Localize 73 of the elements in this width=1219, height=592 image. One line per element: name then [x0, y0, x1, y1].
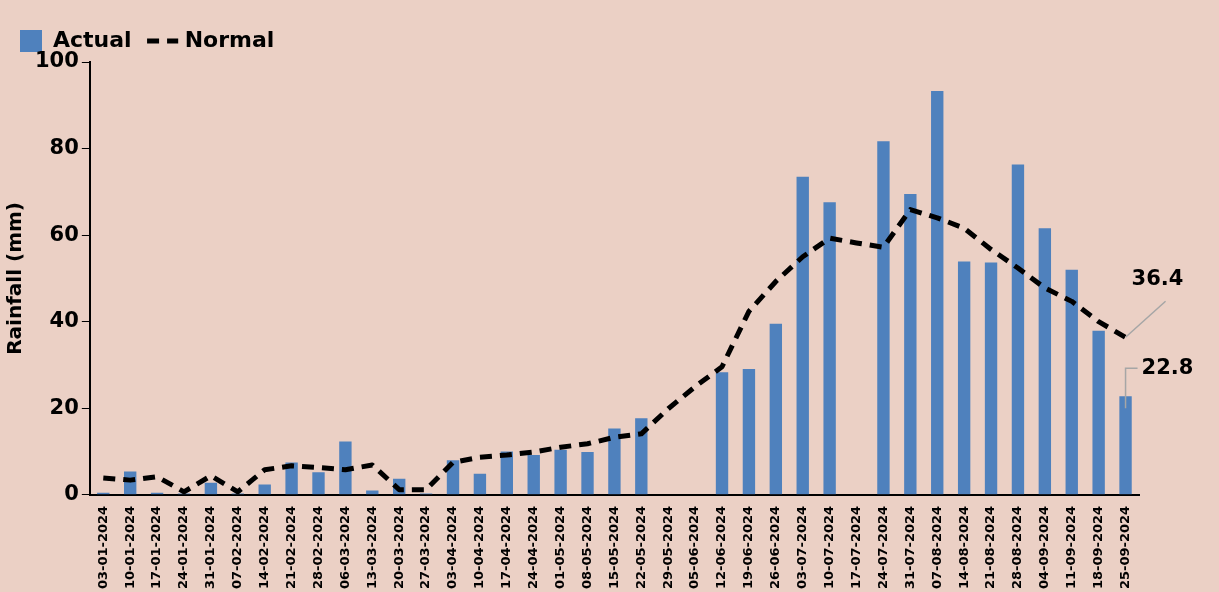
x-tick-label: 07-02-2024 — [229, 505, 245, 589]
bar — [1119, 396, 1132, 495]
x-tick-label: 14-08-2024 — [955, 505, 971, 589]
x-tick-label: 11-09-2024 — [1063, 505, 1079, 589]
bar — [339, 441, 352, 495]
x-tick-label: 15-05-2024 — [605, 505, 621, 589]
bar — [608, 428, 621, 495]
bar — [715, 372, 729, 495]
x-tick-label: 07-08-2024 — [928, 505, 944, 589]
x-tick-label: 29-05-2024 — [659, 505, 675, 589]
x-tick-label: 17-07-2024 — [847, 505, 863, 589]
x-tick-label: 22-05-2024 — [632, 505, 648, 589]
data-label: 36.4 — [1131, 265, 1184, 290]
x-tick-label: 13-03-2024 — [363, 505, 379, 589]
bar — [473, 473, 487, 495]
bar — [769, 323, 783, 495]
x-tick-label: 31-01-2024 — [202, 505, 218, 589]
bar — [554, 449, 567, 495]
bar — [823, 202, 836, 495]
x-tick-label: 17-01-2024 — [148, 505, 164, 589]
x-tick-label: 03-07-2024 — [794, 505, 810, 589]
x-tick-label: 10-07-2024 — [821, 505, 837, 589]
x-tick-label: 27-03-2024 — [417, 505, 433, 589]
x-tick-label: 24-04-2024 — [525, 505, 541, 589]
x-tick-label: 17-04-2024 — [498, 505, 514, 589]
bar — [204, 482, 218, 495]
x-tick-label: 05-06-2024 — [686, 505, 702, 589]
x-tick-label: 04-09-2024 — [1036, 505, 1052, 589]
x-tick-label: 18-09-2024 — [1090, 505, 1106, 589]
bar — [742, 368, 756, 495]
legend-label: Normal — [184, 26, 275, 52]
x-tick-label: 20-03-2024 — [390, 505, 406, 589]
x-tick-label: 03-01-2024 — [94, 505, 110, 589]
x-tick-label: 19-06-2024 — [740, 505, 756, 589]
x-tick-label: 08-05-2024 — [578, 505, 594, 589]
x-tick-label: 14-02-2024 — [256, 505, 272, 589]
x-tick-label: 21-08-2024 — [982, 505, 998, 589]
y-tick-label: 60 — [49, 221, 79, 246]
x-tick-label: 28-02-2024 — [309, 505, 325, 589]
x-tick-label: 03-04-2024 — [444, 505, 460, 589]
bar — [581, 451, 594, 495]
x-tick-label: 01-05-2024 — [551, 505, 567, 589]
x-tick-label: 21-02-2024 — [282, 505, 298, 589]
bar — [1092, 330, 1105, 495]
bar — [796, 176, 809, 495]
x-tick-label: 31-07-2024 — [901, 505, 917, 589]
bar — [877, 141, 890, 495]
x-tick-label: 26-06-2024 — [767, 505, 783, 589]
bar — [904, 194, 917, 495]
bar — [1011, 164, 1025, 495]
y-tick-label: 80 — [49, 135, 79, 160]
data-label: 22.8 — [1141, 354, 1194, 379]
bar — [1065, 269, 1078, 495]
x-tick-label: 25-09-2024 — [1116, 505, 1132, 589]
bar — [984, 262, 998, 495]
x-tick-label: 24-01-2024 — [175, 505, 191, 589]
x-tick-label: 28-08-2024 — [1009, 505, 1025, 589]
bar — [635, 418, 648, 495]
bar — [258, 484, 271, 495]
y-tick-label: 40 — [49, 308, 79, 333]
x-tick-label: 24-07-2024 — [874, 505, 890, 589]
y-axis-title: Rainfall (mm) — [2, 202, 27, 355]
x-tick-label: 10-04-2024 — [471, 505, 487, 589]
bar — [527, 455, 540, 495]
x-tick-label: 06-03-2024 — [336, 505, 352, 589]
x-tick-label: 10-01-2024 — [121, 505, 137, 589]
bar — [312, 472, 325, 495]
y-tick-label: 0 — [64, 481, 79, 506]
y-tick-label: 20 — [49, 394, 79, 419]
bar — [931, 91, 944, 495]
bar — [957, 261, 971, 495]
bar — [1038, 228, 1052, 495]
x-tick-label: 12-06-2024 — [713, 505, 729, 589]
